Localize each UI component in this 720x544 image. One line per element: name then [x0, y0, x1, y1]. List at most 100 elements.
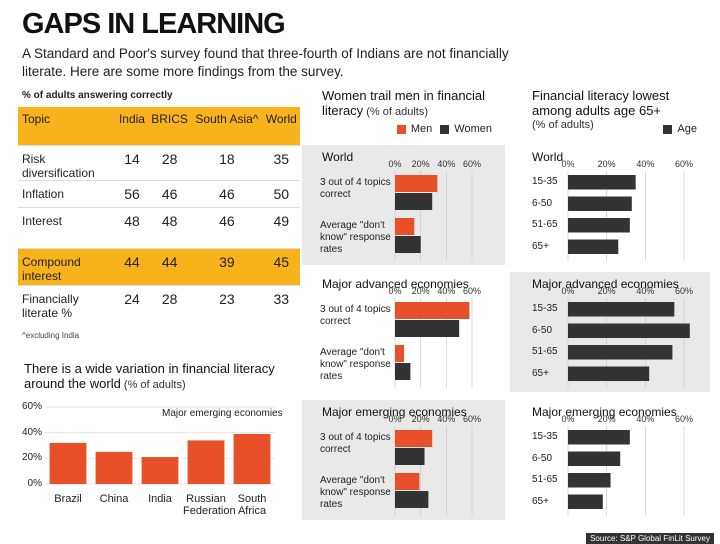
x-tick-label: China	[99, 493, 129, 505]
x-tick-label: 60%	[462, 286, 481, 296]
bar	[568, 323, 690, 338]
category-label: 65+	[532, 240, 549, 252]
bar	[395, 236, 421, 253]
panel-title: World	[322, 150, 354, 164]
bar	[568, 366, 650, 381]
table-cell: 49	[262, 207, 300, 249]
table-cell: 45	[262, 248, 300, 286]
chart-subtitle: (% of adults)	[532, 119, 594, 131]
x-tick-label: 40%	[437, 286, 456, 296]
bar	[568, 494, 603, 509]
table-cell: 35	[262, 145, 300, 181]
bar	[395, 218, 415, 235]
panel-title: Major emerging economies	[532, 405, 677, 419]
table-caption: % of adults answering correctly	[22, 90, 173, 101]
bar	[395, 448, 425, 465]
bar	[395, 491, 429, 508]
table-cell: Risk diversification	[18, 145, 116, 181]
table-cell: Compound interest	[18, 248, 116, 286]
x-tick-label: 0%	[561, 286, 575, 296]
table-cell: 56	[116, 180, 148, 208]
table-cell: 50	[262, 180, 300, 208]
category-label: Average "don't know" response rates	[320, 347, 391, 382]
bar	[568, 473, 611, 488]
column-header: Topic	[18, 107, 116, 146]
bar	[568, 196, 632, 211]
bar	[568, 451, 621, 466]
table-cell: 33	[262, 285, 300, 320]
x-tick-label: 40%	[636, 414, 655, 424]
table-row: Inflation 56 46 46 50	[18, 180, 300, 208]
category-label: 51-65	[532, 219, 558, 231]
bar	[395, 302, 470, 319]
bar	[568, 430, 630, 445]
category-label: 6-50	[532, 452, 553, 464]
table-row: Risk diversification 14 28 18 35	[18, 145, 300, 181]
data-table: Topic India BRICS South Asia^ World Risk dive…	[18, 107, 300, 320]
table-cell: 28	[147, 145, 192, 181]
x-tick-label: 60%	[462, 159, 481, 169]
y-tick-label: 0%	[27, 478, 42, 489]
table-cell: 14	[116, 145, 148, 181]
x-tick-label: 40%	[636, 159, 655, 169]
panel-title: Major emerging economies	[322, 405, 467, 419]
category-label: Average "don't know" response rates	[320, 475, 391, 510]
bar	[141, 457, 179, 484]
table-cell: 44	[116, 248, 148, 286]
panel-title: World	[532, 150, 564, 164]
table-row: Compound interest 44 44 39 45	[18, 248, 300, 286]
x-tick-label: 20%	[597, 159, 616, 169]
table-row: Interest 48 48 46 49	[18, 207, 300, 249]
bar	[395, 430, 433, 447]
x-tick-label: 40%	[636, 286, 655, 296]
x-tick-label: 20%	[411, 159, 430, 169]
bar	[49, 442, 87, 484]
bar	[395, 363, 411, 380]
category-label: 15-35	[532, 431, 558, 443]
annotation: Major emerging economies	[162, 408, 283, 419]
table-cell: Financially literate %	[18, 285, 116, 320]
category-label: 6-50	[532, 324, 553, 336]
legend-label: Age	[677, 123, 697, 135]
panel-title: Major advanced economies	[322, 277, 469, 291]
x-tick-label: 40%	[437, 159, 456, 169]
x-tick-label: Brazil	[54, 493, 82, 505]
category-label: 15-35	[532, 176, 558, 188]
legend-swatch	[663, 124, 673, 134]
legend: Age	[663, 123, 700, 135]
page-subtitle: A Standard and Poor's survey found that …	[22, 46, 509, 79]
category-label: 65+	[532, 367, 549, 379]
bar	[568, 175, 636, 190]
bar	[568, 345, 673, 360]
x-tick-label: Russian Federation	[183, 493, 236, 517]
column-header: World	[262, 107, 300, 146]
table-cell: 28	[147, 285, 192, 320]
bar	[568, 302, 675, 317]
category-label: 15-35	[532, 303, 558, 315]
category-label: 3 out of 4 topics correct	[320, 432, 391, 455]
bar	[233, 433, 271, 484]
table-cell: 46	[191, 207, 263, 249]
x-tick-label: 60%	[674, 414, 693, 424]
x-tick-label: 60%	[674, 286, 693, 296]
table-note: ^excluding India	[22, 331, 80, 340]
chart-title: There is a wide variation in financial l…	[24, 361, 275, 391]
x-tick-label: 0%	[388, 414, 402, 424]
bar	[395, 473, 420, 490]
y-tick-label: 60%	[21, 401, 42, 412]
x-tick-label: 0%	[388, 286, 402, 296]
x-tick-label: 0%	[561, 414, 575, 424]
chart-title: Financial literacy lowest among adults a…	[532, 88, 682, 133]
table-cell: 39	[191, 248, 263, 286]
bar	[568, 218, 630, 233]
table-cell: Interest	[18, 207, 116, 249]
table-row: Financially literate % 24 28 23 33	[18, 285, 300, 320]
x-tick-label: India	[148, 493, 172, 505]
legend-label: Women	[454, 123, 492, 135]
category-label: Average "don't know" response rates	[320, 220, 391, 255]
chart-title: Women trail men in financial literacy (%…	[322, 88, 486, 118]
category-label: 3 out of 4 topics correct	[320, 177, 391, 200]
chart-subtitle: (% of adults)	[120, 379, 186, 391]
